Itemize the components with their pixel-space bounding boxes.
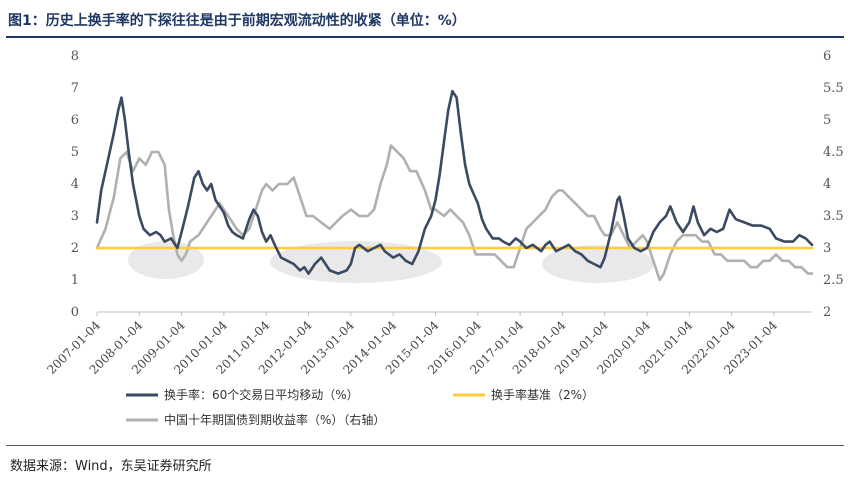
series-line-2 [95,144,814,282]
y-left-tick-label: 0 [71,305,79,320]
source-note: 数据来源：Wind，东吴证券研究所 [10,459,212,474]
y-right-tick-label: 2 [823,305,831,320]
y-right-tick-label: 2.5 [823,273,844,288]
highlight-ellipse-2018 [542,245,654,283]
y-right-tick-label: 3 [823,241,831,256]
highlight-ellipse-2012 [270,241,442,283]
y-left-tick-label: 7 [71,81,79,96]
y-left-tick-label: 1 [71,273,79,288]
y-left-tick-label: 2 [71,241,79,256]
legend-label-0: 换手率：60个交易日平均移动（%） [164,387,359,402]
y-left-tick-label: 5 [71,145,79,160]
chart-title: 图1：历史上换手率的下探往往是由于前期宏观流动性的收紧（单位：%） [8,13,466,29]
y-left-tick-label: 8 [71,49,79,64]
highlight-ellipse-2008 [128,241,204,279]
y-left-tick-label: 4 [71,177,79,192]
y-right-tick-label: 5 [823,113,831,128]
y-right-tick-label: 4 [823,177,831,192]
y-left-tick-label: 6 [71,113,79,128]
legend-label-1: 换手率基准（2%） [491,387,594,402]
chart-area: 01234567822.533.544.555.562007-01-042008… [44,49,844,427]
y-right-tick-label: 3.5 [823,209,844,224]
y-right-tick-label: 5.5 [823,81,844,96]
series-line-0 [95,89,814,275]
y-left-tick-label: 3 [71,209,79,224]
legend-label-2: 中国十年期国债到期收益率（%）（右轴） [164,412,385,427]
source-divider [6,445,844,446]
y-right-tick-label: 4.5 [823,145,844,160]
title-divider [6,36,844,38]
y-right-tick-label: 6 [823,49,831,64]
